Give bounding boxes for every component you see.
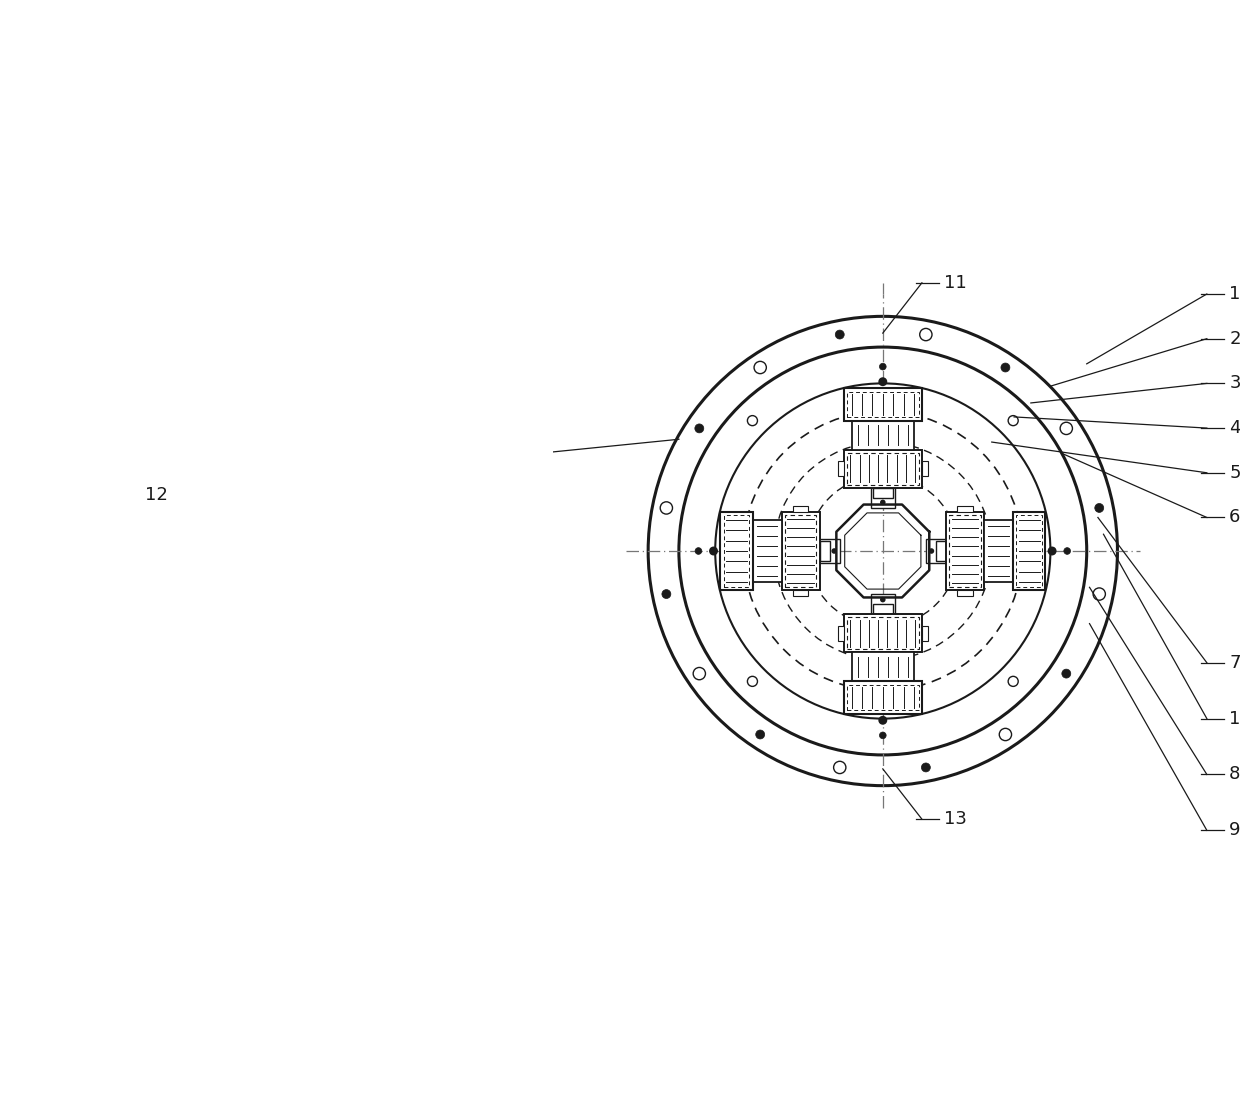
Bar [870,594,895,638]
Circle shape [709,547,718,555]
Circle shape [879,364,887,370]
Bar [983,520,1013,582]
Bar [921,462,928,476]
Text: 3: 3 [1229,375,1240,392]
Text: 8: 8 [1229,766,1240,784]
Circle shape [1001,363,1009,372]
Circle shape [836,331,844,339]
Text: 6: 6 [1229,508,1240,527]
Circle shape [1064,548,1070,554]
Circle shape [831,548,837,554]
Bar [843,388,921,421]
Bar [847,617,919,649]
Bar [1017,516,1042,586]
Bar [957,590,972,596]
Bar [852,421,914,450]
Text: 1: 1 [1229,285,1240,303]
Text: 4: 4 [1229,419,1240,437]
Bar [847,684,919,710]
Text: 13: 13 [945,810,967,829]
Circle shape [696,548,702,554]
Bar [785,516,816,586]
Bar [796,539,839,563]
Circle shape [1048,547,1056,555]
Text: 9: 9 [1229,821,1240,840]
Circle shape [662,590,671,598]
Bar [843,614,921,652]
Circle shape [755,730,765,739]
Circle shape [880,499,885,505]
Text: 2: 2 [1229,329,1240,348]
Bar [720,512,753,590]
Bar [820,541,830,561]
Circle shape [878,377,888,386]
Text: 12: 12 [145,486,169,504]
Text: 14: 14 [1229,710,1240,727]
Bar [957,506,972,512]
Bar [1013,512,1045,590]
Text: 5: 5 [1229,464,1240,482]
Bar [753,520,781,582]
Bar [873,488,893,498]
Bar [838,462,843,476]
Bar [925,539,970,563]
Bar [870,464,895,508]
Circle shape [694,424,704,433]
Circle shape [1095,504,1104,512]
Bar [936,541,946,561]
Circle shape [929,548,934,554]
Bar [950,516,981,586]
Text: 11: 11 [945,273,967,292]
Circle shape [1061,669,1071,678]
Bar [921,626,928,640]
Circle shape [878,716,888,725]
Bar [838,626,843,640]
Bar [852,652,914,681]
Bar [794,590,808,596]
Circle shape [880,597,885,603]
Bar [843,681,921,714]
Bar [847,392,919,418]
Text: 7: 7 [1229,653,1240,672]
Bar [724,516,749,586]
Bar [781,512,820,590]
Bar [847,453,919,485]
Circle shape [921,763,930,771]
Bar [873,604,893,614]
Circle shape [879,732,887,738]
Bar [794,506,808,512]
Bar [946,512,983,590]
Bar [843,450,921,488]
